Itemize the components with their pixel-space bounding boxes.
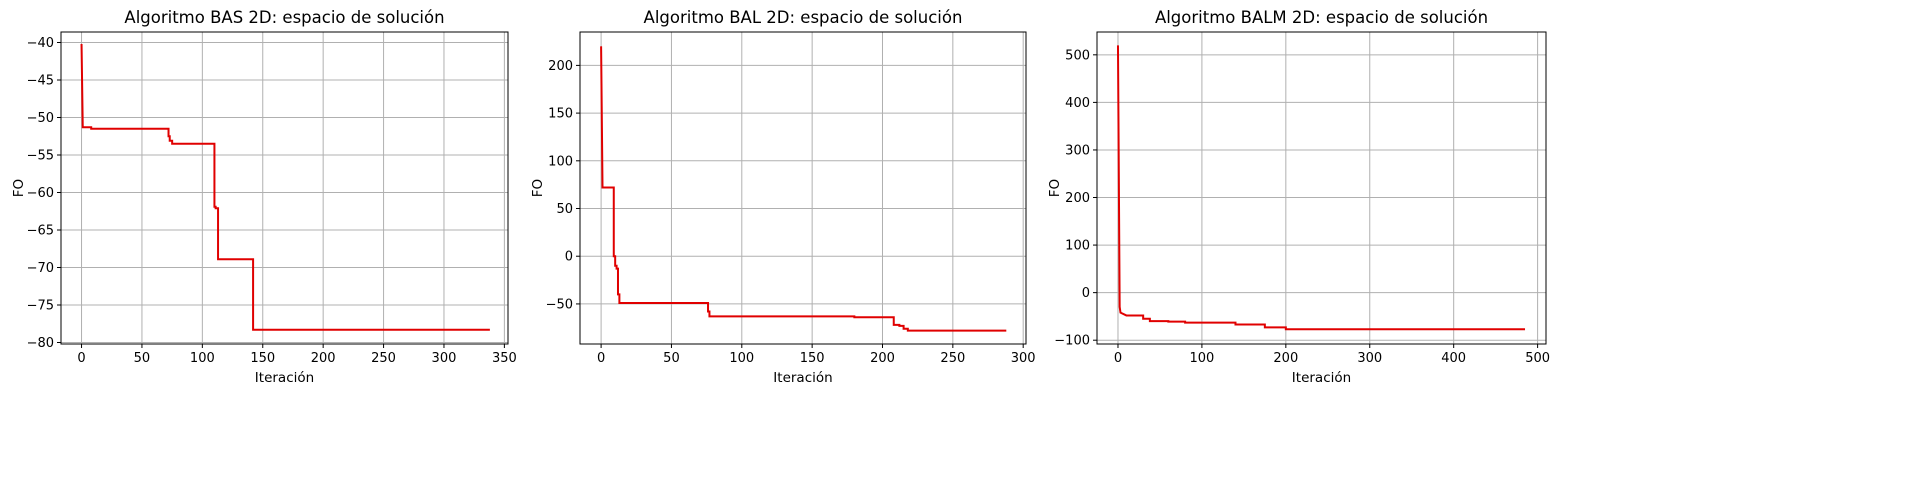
grid bbox=[1097, 32, 1546, 344]
chart-panel-balm: Algoritmo BALM 2D: espacio de solución I… bbox=[1047, 8, 1550, 386]
x-tick-label: 350 bbox=[492, 351, 517, 366]
series-line bbox=[600, 46, 1007, 332]
y-tick-label: 100 bbox=[1065, 239, 1090, 254]
x-tick-label: 300 bbox=[1011, 351, 1036, 366]
y-tick-label: −55 bbox=[27, 149, 54, 164]
y-tick-label: −75 bbox=[27, 299, 54, 314]
y-tick-label: 50 bbox=[556, 202, 573, 217]
y-axis-label: FO bbox=[530, 179, 546, 197]
chart-title: Algoritmo BAL 2D: espacio de solución bbox=[644, 8, 963, 27]
y-tick-label: −50 bbox=[27, 111, 54, 126]
y-tick-label: −80 bbox=[27, 336, 54, 351]
chart-title: Algoritmo BALM 2D: espacio de solución bbox=[1155, 8, 1488, 27]
x-tick-label: 100 bbox=[190, 351, 215, 366]
y-axis-label: FO bbox=[11, 179, 27, 197]
y-tick-label: 0 bbox=[1082, 286, 1090, 301]
grid bbox=[580, 32, 1026, 344]
x-tick-label: 400 bbox=[1441, 351, 1466, 366]
y-tick-label: 300 bbox=[1065, 143, 1090, 158]
x-tick-label: 100 bbox=[1189, 351, 1214, 366]
x-tick-label: 0 bbox=[1114, 351, 1122, 366]
x-tick-label: 200 bbox=[870, 351, 895, 366]
y-tick-label: −60 bbox=[27, 186, 54, 201]
y-tick-label: −40 bbox=[27, 36, 54, 51]
x-tick-label: 0 bbox=[597, 351, 605, 366]
series-line bbox=[80, 43, 490, 331]
x-tick-label: 250 bbox=[371, 351, 396, 366]
y-tick-label: 150 bbox=[548, 107, 573, 122]
axes-frame bbox=[579, 31, 1027, 345]
x-axis-label: Iteración bbox=[255, 370, 314, 386]
y-tick-label: 100 bbox=[548, 154, 573, 169]
y-tick-label: −45 bbox=[27, 74, 54, 89]
chart-title: Algoritmo BAS 2D: espacio de solución bbox=[124, 8, 444, 27]
y-tick-label: 200 bbox=[548, 59, 573, 74]
x-tick-label: 150 bbox=[800, 351, 825, 366]
x-tick-label: 100 bbox=[729, 351, 754, 366]
x-tick-label: 200 bbox=[311, 351, 336, 366]
x-tick-label: 200 bbox=[1273, 351, 1298, 366]
x-axis-label: Iteración bbox=[1292, 370, 1351, 386]
y-tick-label: −100 bbox=[1054, 334, 1090, 349]
y-tick-label: 500 bbox=[1065, 48, 1090, 63]
x-tick-label: 50 bbox=[134, 351, 151, 366]
y-tick-label: −50 bbox=[546, 297, 573, 312]
x-tick-label: 150 bbox=[250, 351, 275, 366]
grid bbox=[61, 32, 508, 344]
x-tick-label: 300 bbox=[1357, 351, 1382, 366]
chart-panel-bal: Algoritmo BAL 2D: espacio de solución It… bbox=[530, 8, 1036, 386]
y-tick-label: 0 bbox=[565, 250, 573, 265]
y-tick-label: −65 bbox=[27, 224, 54, 239]
y-tick-label: 400 bbox=[1065, 96, 1090, 111]
series-line bbox=[1116, 45, 1526, 331]
x-tick-label: 300 bbox=[432, 351, 457, 366]
y-axis-label: FO bbox=[1047, 179, 1063, 197]
x-axis-label: Iteración bbox=[773, 370, 832, 386]
y-tick-label: −70 bbox=[27, 261, 54, 276]
axes-frame bbox=[1096, 31, 1547, 345]
y-tick-label: 200 bbox=[1065, 191, 1090, 206]
axes-frame bbox=[60, 31, 509, 345]
x-tick-label: 0 bbox=[77, 351, 85, 366]
chart-panel-bas: Algoritmo BAS 2D: espacio de solución It… bbox=[11, 8, 517, 386]
x-tick-label: 50 bbox=[663, 351, 680, 366]
x-tick-label: 250 bbox=[940, 351, 965, 366]
x-tick-label: 500 bbox=[1525, 351, 1550, 366]
